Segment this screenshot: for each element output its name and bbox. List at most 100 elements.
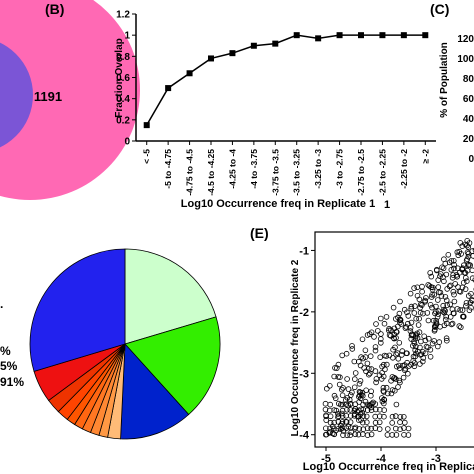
scatter-point [381, 320, 388, 327]
scatter-point [469, 297, 474, 303]
scatter-point [429, 304, 435, 311]
scatter-point [393, 351, 399, 358]
panel-b-label: (B) [45, 1, 64, 17]
panel-b-data-point [293, 32, 300, 39]
scatter-point [431, 338, 437, 344]
scatter-point [372, 347, 379, 354]
scatter-point [401, 419, 408, 426]
scatter-point [441, 306, 447, 313]
scatter-point [421, 333, 428, 340]
scatter-point [424, 310, 431, 316]
panel-e-y-tick-label: -3 [299, 368, 309, 380]
scatter-point [431, 327, 438, 334]
scatter-point [323, 385, 330, 392]
panel-b-data-point [400, 32, 407, 39]
scatter-point [357, 378, 364, 384]
scatter-point [370, 399, 377, 406]
scatter-point [397, 414, 404, 420]
scatter-point [331, 419, 338, 426]
scatter-point [389, 374, 396, 380]
scatter-point [450, 272, 456, 278]
scatter-point [393, 335, 399, 341]
scatter-point [459, 265, 466, 272]
scatter-point [398, 352, 405, 358]
scatter-point [463, 278, 470, 285]
scatter-point [332, 365, 338, 371]
scatter-point [397, 426, 403, 433]
scatter-point [459, 284, 466, 291]
scatter-point [368, 329, 375, 336]
scatter-point [405, 313, 412, 319]
scatter-point [442, 294, 449, 300]
scatter-point [381, 407, 388, 413]
scatter-point [427, 270, 434, 276]
scatter-point [472, 247, 474, 253]
scatter-point [349, 389, 355, 396]
scatter-point [412, 343, 419, 350]
scatter-point [451, 291, 457, 298]
panel-c-tick-label: 120 [457, 34, 474, 45]
scatter-point [413, 315, 420, 322]
pie-slice [29, 248, 126, 372]
scatter-point [374, 328, 381, 334]
scatter-point [465, 262, 471, 269]
scatter-point [450, 288, 457, 295]
panel-c-y-axis-label: % of Population [439, 42, 450, 118]
panel-b-x-tick-label: -3 to -2.75 [335, 149, 345, 189]
scatter-point [362, 347, 369, 354]
panel-b-data-point [165, 85, 172, 92]
scatter-point [434, 314, 441, 320]
scatter-point [396, 377, 403, 384]
scatter-point [373, 379, 379, 386]
scatter-point [333, 407, 340, 414]
scatter-point [345, 423, 352, 430]
pie-legend-fragment-1: % [0, 344, 11, 358]
scatter-point [389, 387, 396, 393]
panel-b-x-tick-label: -4 to -3.75 [249, 149, 259, 189]
scatter-point [367, 370, 373, 377]
scatter-point [364, 425, 371, 432]
scatter-point [393, 432, 400, 438]
scatter-point [335, 374, 342, 380]
panel-b-y-tick-label: 0.2 [116, 115, 130, 126]
scatter-point [428, 294, 435, 300]
scatter-point [405, 432, 412, 438]
panel-c-tick-label: 0 [468, 154, 474, 165]
pie-legend-dot: . [0, 297, 3, 311]
scatter-point [322, 400, 329, 407]
scatter-point [388, 377, 394, 384]
scatter-point [364, 432, 371, 438]
scatter-point [333, 365, 340, 371]
scatter-point [378, 331, 384, 337]
panel-e-scatter-chart: (E) Log10 Occurrence freq in Replicate 2… [250, 225, 474, 473]
scatter-point [366, 402, 373, 409]
scatter-point [414, 284, 421, 291]
scatter-point [426, 283, 433, 289]
scatter-point [440, 302, 447, 309]
scatter-point [468, 304, 474, 311]
panel-b-y-axis-label: Fraction Overlap [114, 38, 125, 117]
scatter-point [402, 367, 408, 374]
scatter-point [377, 315, 384, 322]
scatter-point [390, 346, 396, 353]
stray-mark: 1 [384, 199, 390, 211]
scatter-point [380, 361, 387, 368]
scatter-point [467, 262, 474, 269]
scatter-point [390, 304, 397, 311]
scatter-point [359, 409, 366, 416]
scatter-point [335, 411, 341, 417]
scatter-point [417, 301, 424, 308]
scatter-point [323, 417, 330, 423]
scatter-point [451, 298, 458, 305]
scatter-point [445, 252, 452, 258]
scatter-point [322, 406, 329, 413]
scatter-point [389, 354, 396, 361]
scatter-point [456, 323, 463, 329]
scatter-point [367, 353, 374, 360]
scatter-point [356, 380, 363, 387]
scatter-point [383, 314, 390, 320]
scatter-point [434, 297, 441, 303]
scatter-point [442, 260, 449, 267]
scatter-point [366, 331, 373, 337]
scatter-point [393, 401, 400, 408]
